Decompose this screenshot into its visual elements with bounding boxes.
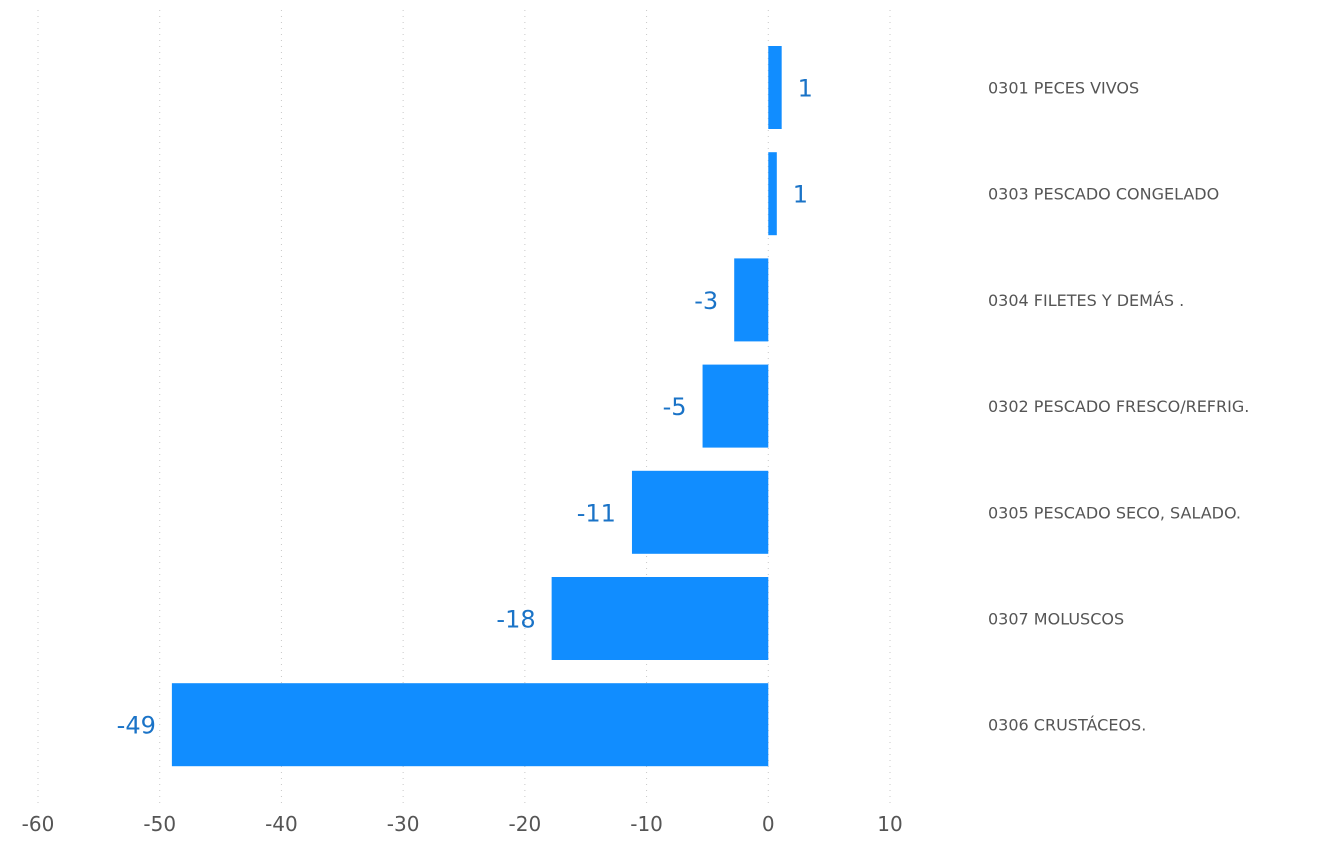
data-label: -49 bbox=[117, 712, 156, 740]
grid-layer bbox=[37, 10, 891, 805]
bar bbox=[631, 470, 769, 554]
data-label: -3 bbox=[694, 287, 718, 315]
x-tick-label: 0 bbox=[762, 812, 775, 836]
bar bbox=[734, 258, 769, 342]
category-label: 0302 PESCADO FRESCO/REFRIG. bbox=[988, 397, 1249, 416]
bar bbox=[768, 46, 782, 129]
category-label: 0307 MOLUSCOS bbox=[988, 610, 1124, 629]
category-label: 0304 FILETES Y DEMÁS . bbox=[988, 291, 1184, 310]
x-tick-label: -20 bbox=[509, 812, 542, 836]
category-label: 0303 PESCADO CONGELADO bbox=[988, 185, 1219, 204]
x-tick-label: -10 bbox=[630, 812, 663, 836]
category-label: 0306 CRUSTÁCEOS. bbox=[988, 716, 1146, 735]
data-label: -11 bbox=[577, 499, 616, 527]
x-tick-label: 10 bbox=[877, 812, 902, 836]
bar bbox=[551, 577, 769, 660]
category-axis: 0301 PECES VIVOS 0303 PESCADO CONGELADO 03… bbox=[988, 79, 1249, 735]
x-axis: -60 -50 -40 -30 -20 -10 0 10 bbox=[22, 812, 903, 836]
category-label: 0305 PESCADO SECO, SALADO. bbox=[988, 503, 1241, 522]
x-tick-label: -50 bbox=[143, 812, 176, 836]
data-label: 1 bbox=[798, 75, 813, 103]
data-label: -18 bbox=[496, 606, 535, 634]
bar-layer bbox=[171, 46, 782, 767]
bar bbox=[768, 152, 777, 236]
bar bbox=[702, 364, 769, 448]
bar bbox=[171, 683, 769, 767]
category-label: 0301 PECES VIVOS bbox=[988, 79, 1139, 98]
x-tick-label: -60 bbox=[22, 812, 55, 836]
data-label: 1 bbox=[793, 181, 808, 209]
data-label-layer: 1 1 -3 -5 -11 -18 -49 bbox=[117, 75, 813, 740]
x-tick-label: -40 bbox=[265, 812, 298, 836]
x-tick-label: -30 bbox=[387, 812, 420, 836]
data-label: -5 bbox=[663, 393, 687, 421]
